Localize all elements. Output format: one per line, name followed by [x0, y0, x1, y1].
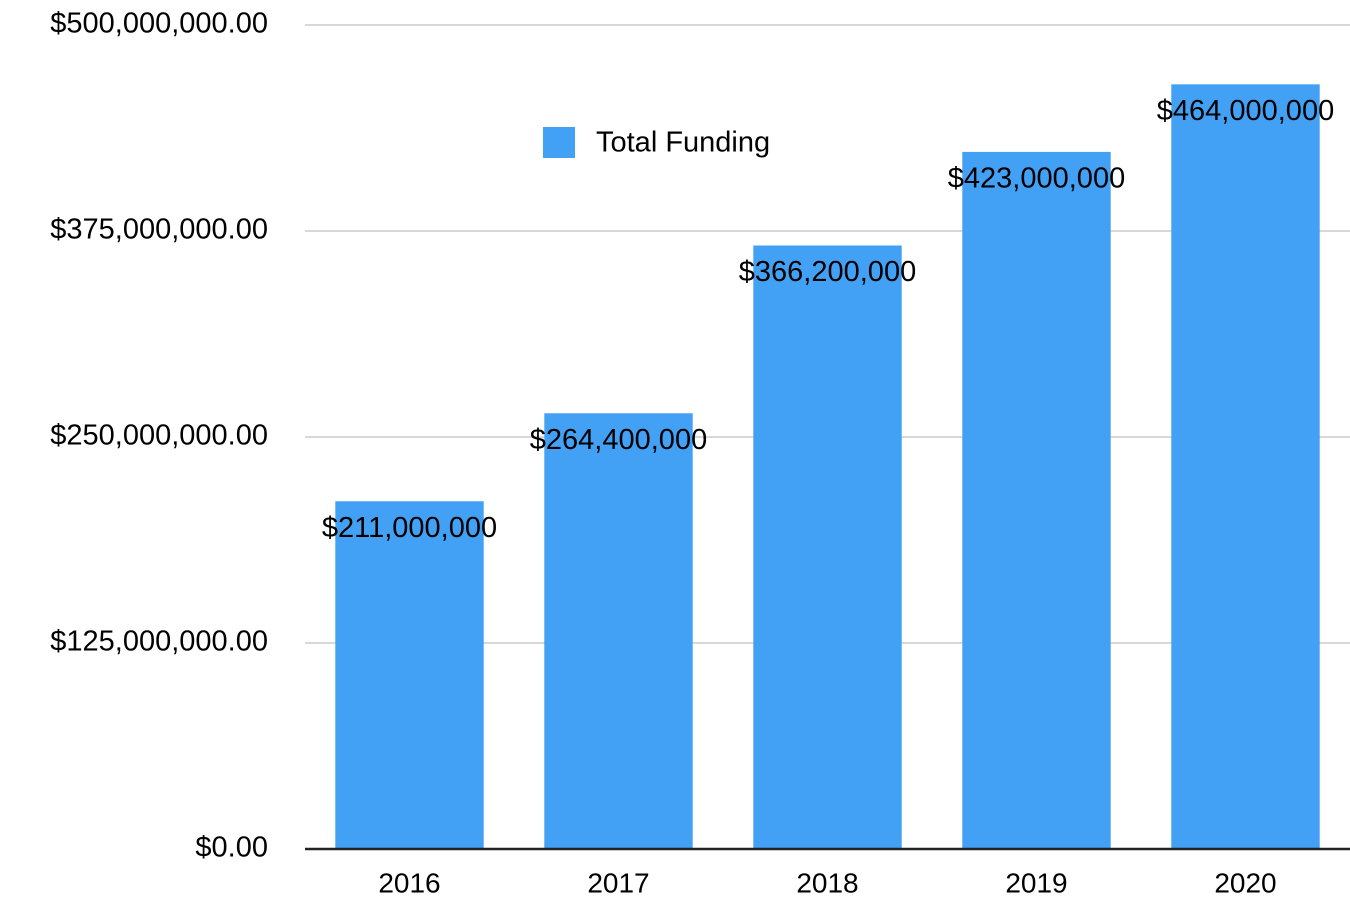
value-label: $423,000,000 [948, 163, 1125, 195]
x-tick-label: 2019 [1005, 867, 1067, 898]
y-tick-label: $375,000,000.00 [50, 214, 268, 246]
value-label: $264,400,000 [530, 424, 707, 456]
y-tick-label: $250,000,000.00 [50, 420, 268, 452]
bar [962, 151, 1111, 849]
x-tick-label: 2016 [378, 867, 440, 898]
y-tick-label: $500,000,000.00 [50, 8, 268, 40]
x-tick-label: 2020 [1214, 867, 1276, 898]
bar [335, 501, 484, 849]
value-label: $211,000,000 [322, 512, 497, 544]
value-label: $366,200,000 [739, 256, 916, 288]
bar [753, 245, 902, 850]
value-label: $464,000,000 [1157, 95, 1334, 127]
x-tick-label: 2018 [796, 867, 858, 898]
legend-swatch [543, 127, 575, 158]
bar [1171, 84, 1320, 849]
y-tick-label: $0.00 [195, 832, 268, 864]
y-tick-label: $125,000,000.00 [50, 626, 268, 658]
x-tick-label: 2017 [587, 867, 649, 898]
bar [544, 413, 693, 849]
legend-label: Total Funding [596, 127, 770, 159]
